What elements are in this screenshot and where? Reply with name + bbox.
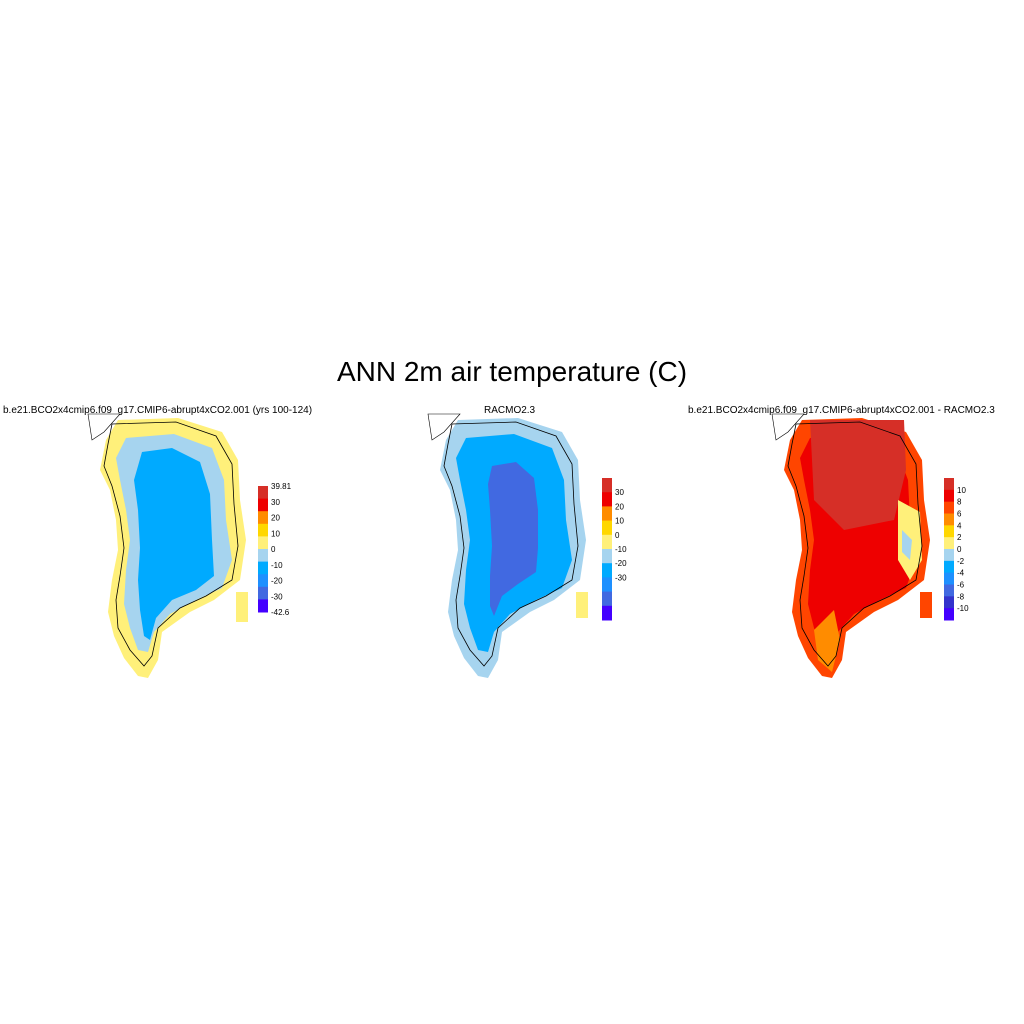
- colorbar-segment: [258, 574, 268, 588]
- colorbar-segment: [944, 549, 954, 562]
- map-panel-racmo: 30 20 10 0 -10 -20 -30: [427, 413, 627, 678]
- colorbar-segment: [602, 563, 612, 578]
- colorbar-tick-label: -20: [271, 577, 283, 586]
- colorbar-segment: [602, 549, 612, 564]
- colorbar-segment: [602, 577, 612, 593]
- colorbar-tick-label: 0: [271, 545, 276, 554]
- panel-title-model: b.e21.BCO2x4cmip6.f09_g17.CMIP6-abrupt4x…: [3, 405, 313, 416]
- colorbar-tick-label: 0: [615, 531, 620, 540]
- colorbar-segment: [258, 511, 268, 525]
- colorbar-tick-label: -20: [615, 559, 627, 568]
- colorbar-tick-label: -10: [957, 604, 969, 613]
- colorbar-segment: [944, 489, 954, 503]
- colorbar-tick-label: -42.6: [271, 608, 290, 617]
- colorbar-segment: [602, 534, 612, 550]
- colorbar-tick-label: 6: [957, 510, 962, 519]
- colorbar-tick-label: -8: [957, 592, 965, 601]
- colorbar-tick-label: 10: [271, 529, 280, 538]
- colorbar-segment: [944, 584, 954, 597]
- island-patch: [236, 592, 248, 622]
- colorbar-segment: [944, 596, 954, 609]
- colorbar-segment: [258, 561, 268, 575]
- panel-title-difference: b.e21.BCO2x4cmip6.f09_g17.CMIP6-abrupt4x…: [688, 405, 995, 416]
- colorbar-tick-label: 20: [615, 502, 624, 511]
- colorbar-tick-label: 20: [271, 514, 280, 523]
- colorbar-tick-label: 0: [957, 545, 962, 554]
- colorbar-segment: [602, 492, 612, 507]
- map-panel-difference: 10 8 6 4 2 0 -2 -4 -6 -8 -10: [771, 413, 969, 678]
- colorbar-tick-label: -4: [957, 569, 965, 578]
- colorbar-segment: [944, 501, 954, 514]
- panel-title-racmo: RACMO2.3: [484, 405, 536, 416]
- colorbar-segment: [602, 478, 612, 493]
- colorbar-segment: [944, 572, 954, 585]
- colorbar-segment: [258, 586, 268, 600]
- colorbar-segment: [258, 599, 268, 613]
- colorbar-racmo: 30 20 10 0 -10 -20 -30: [602, 478, 627, 621]
- island-patch: [576, 592, 588, 618]
- colorbar-tick-label: -30: [271, 592, 283, 601]
- colorbar-segment: [944, 537, 954, 550]
- main-title: ANN 2m air temperature (C): [336, 356, 688, 387]
- island-patch: [920, 592, 932, 618]
- colorbar-segment: [258, 486, 268, 500]
- region-north-interior: [810, 420, 906, 530]
- colorbar-tick-label: -6: [957, 581, 965, 590]
- map-panel-model: 39.81 30 20 10 0 -10 -20 -30 -42.6: [87, 413, 292, 678]
- colorbar-tick-label: 4: [957, 521, 962, 530]
- colorbar-tick-label: 8: [957, 498, 962, 507]
- colorbar-model: 39.81 30 20 10 0 -10 -20 -30 -42.6: [258, 482, 292, 617]
- region-south-tip: [814, 610, 840, 672]
- colorbar-tick-label: 30: [615, 488, 624, 497]
- colorbar-segment: [602, 506, 612, 522]
- colorbar-segment: [258, 549, 268, 563]
- colorbar-segment: [944, 525, 954, 538]
- colorbar-segment: [944, 478, 954, 491]
- colorbar-segment: [602, 520, 612, 536]
- colorbar-segment: [258, 536, 268, 550]
- colorbar-difference: 10 8 6 4 2 0 -2 -4 -6 -8 -10: [944, 478, 969, 621]
- colorbar-tick-label: 2: [957, 533, 962, 542]
- colorbar-tick-label: 10: [957, 486, 966, 495]
- colorbar-tick-label: -30: [615, 573, 627, 582]
- colorbar-segment: [944, 608, 954, 621]
- colorbar-tick-label: -10: [271, 561, 283, 570]
- colorbar-tick-label: 30: [271, 498, 280, 507]
- colorbar-segment: [258, 523, 268, 537]
- colorbar-segment: [602, 605, 612, 621]
- colorbar-segment: [258, 498, 268, 512]
- colorbar-tick-label: 39.81: [271, 482, 292, 491]
- colorbar-segment: [602, 591, 612, 607]
- colorbar-tick-label: -10: [615, 545, 627, 554]
- colorbar-tick-label: 10: [615, 517, 624, 526]
- colorbar-tick-label: -2: [957, 557, 965, 566]
- colorbar-segment: [944, 513, 954, 526]
- colorbar-segment: [944, 560, 954, 574]
- region-east-fjord: [902, 530, 912, 560]
